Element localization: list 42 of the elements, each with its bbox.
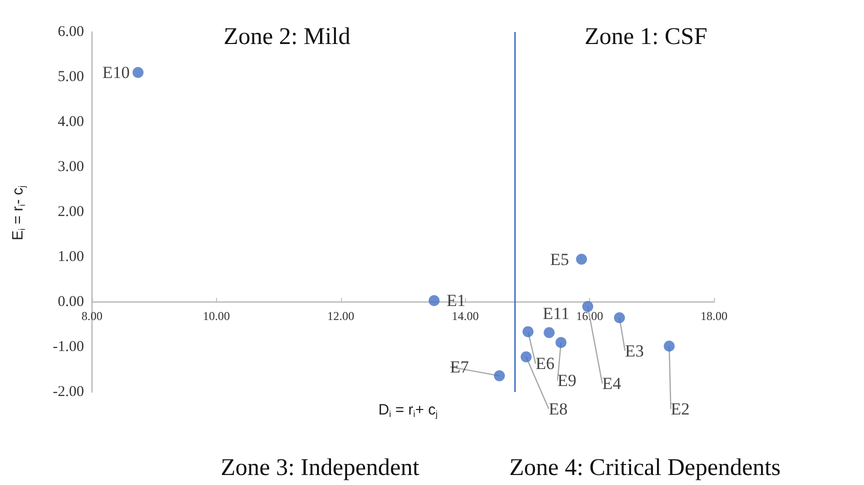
annotation: E1 [446,291,466,310]
point [664,340,675,352]
y-tick-label: 2.00 [58,204,84,220]
y-axis-title: Ei = ri- cj [10,186,27,240]
point [544,327,555,338]
y-tick-label: -2.00 [52,384,84,400]
point [428,295,440,306]
point [522,326,534,338]
point [520,351,532,362]
y-tick-label: 3.00 [58,159,84,175]
point [494,370,505,382]
x-tick-label: 12.00 [327,309,354,323]
text: Zone 4: Critical Dependents [509,455,781,481]
annotation: E2 [670,400,690,419]
annotation: E8 [548,399,568,418]
x-tick-label: 10.00 [202,309,230,323]
annotation: Zone 1: CSF [584,24,708,50]
point [576,254,588,265]
point [132,67,144,78]
point [614,312,625,324]
point [582,301,594,312]
annotation: E9 [558,371,576,390]
annotation: E11 [542,304,570,324]
y-tick-label: -1.00 [52,339,84,355]
x-tick-label: 14.00 [452,309,479,323]
text: Zone 3: Independent [220,455,420,481]
y-tick-label: 1.00 [58,249,84,265]
annotation: E3 [625,341,644,360]
annotation: E4 [602,374,622,393]
annotation: Zone 2: Mild [224,24,350,50]
x-tick-label: 16.00 [576,309,604,323]
annotation: E7 [450,357,470,376]
annotation: E6 [536,354,554,374]
annotation: E10 [102,63,130,82]
point [556,337,566,348]
x-tick-label: 8.00 [82,309,102,323]
y-tick-label: 5.00 [58,69,84,85]
annotation: E5 [550,250,569,269]
x-tick-label: 18.00 [700,309,728,323]
y-tick-label: 4.00 [58,114,84,130]
y-tick-label: 6.00 [58,24,84,40]
y-tick-label: 0.00 [58,294,84,310]
